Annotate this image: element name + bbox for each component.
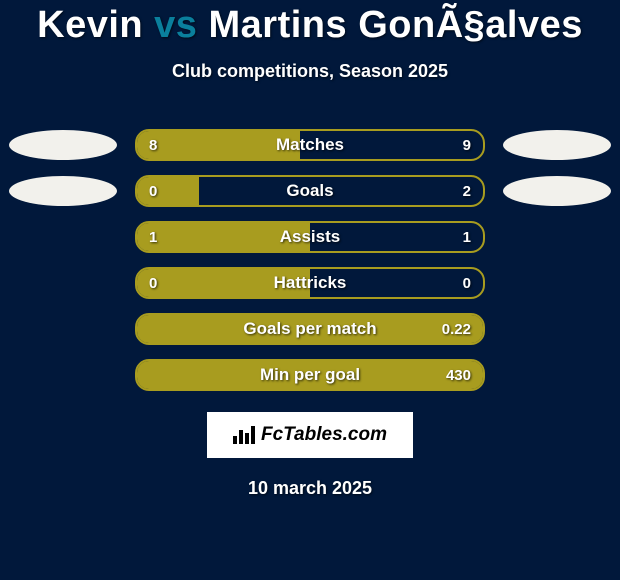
stat-value-right: 0 [463,269,471,297]
date-text: 10 march 2025 [0,478,620,499]
stat-row: 8Matches9 [0,122,620,168]
avatar-left [9,176,117,206]
chart-icon [233,426,255,444]
stat-bar: 0Hattricks0 [135,267,485,299]
stats-rows: 8Matches90Goals21Assists10Hattricks0Goal… [0,122,620,398]
player-a-name: Kevin [37,4,143,46]
stat-bar: 1Assists1 [135,221,485,253]
vs-separator: vs [154,4,197,46]
stat-label: Assists [137,223,483,251]
stat-bar: 8Matches9 [135,129,485,161]
stat-row: Goals per match0.22 [0,306,620,352]
stat-bar: Min per goal430 [135,359,485,391]
avatar-right [503,130,611,160]
stat-label: Matches [137,131,483,159]
stat-bar: 0Goals2 [135,175,485,207]
stat-value-right: 430 [446,361,471,389]
stat-value-right: 2 [463,177,471,205]
stat-bar: Goals per match0.22 [135,313,485,345]
stat-label: Hattricks [137,269,483,297]
avatar-left [9,130,117,160]
brand-box: FcTables.com [207,412,413,458]
comparison-card: Kevin vs Martins GonÃ§alves Club competi… [0,0,620,499]
avatar-right [503,176,611,206]
subtitle: Club competitions, Season 2025 [0,61,620,82]
stat-value-right: 9 [463,131,471,159]
page-title: Kevin vs Martins GonÃ§alves [0,4,620,47]
stat-label: Goals [137,177,483,205]
stat-value-right: 0.22 [442,315,471,343]
stat-label: Min per goal [137,361,483,389]
stat-row: 0Goals2 [0,168,620,214]
stat-label: Goals per match [137,315,483,343]
stat-row: Min per goal430 [0,352,620,398]
stat-row: 1Assists1 [0,214,620,260]
stat-row: 0Hattricks0 [0,260,620,306]
player-b-name: Martins GonÃ§alves [209,4,583,46]
stat-value-right: 1 [463,223,471,251]
brand-text: FcTables.com [261,424,387,446]
